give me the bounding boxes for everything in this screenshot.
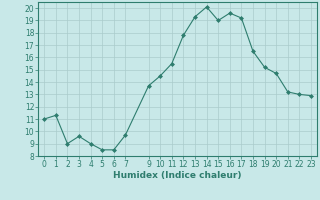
X-axis label: Humidex (Indice chaleur): Humidex (Indice chaleur) [113, 171, 242, 180]
